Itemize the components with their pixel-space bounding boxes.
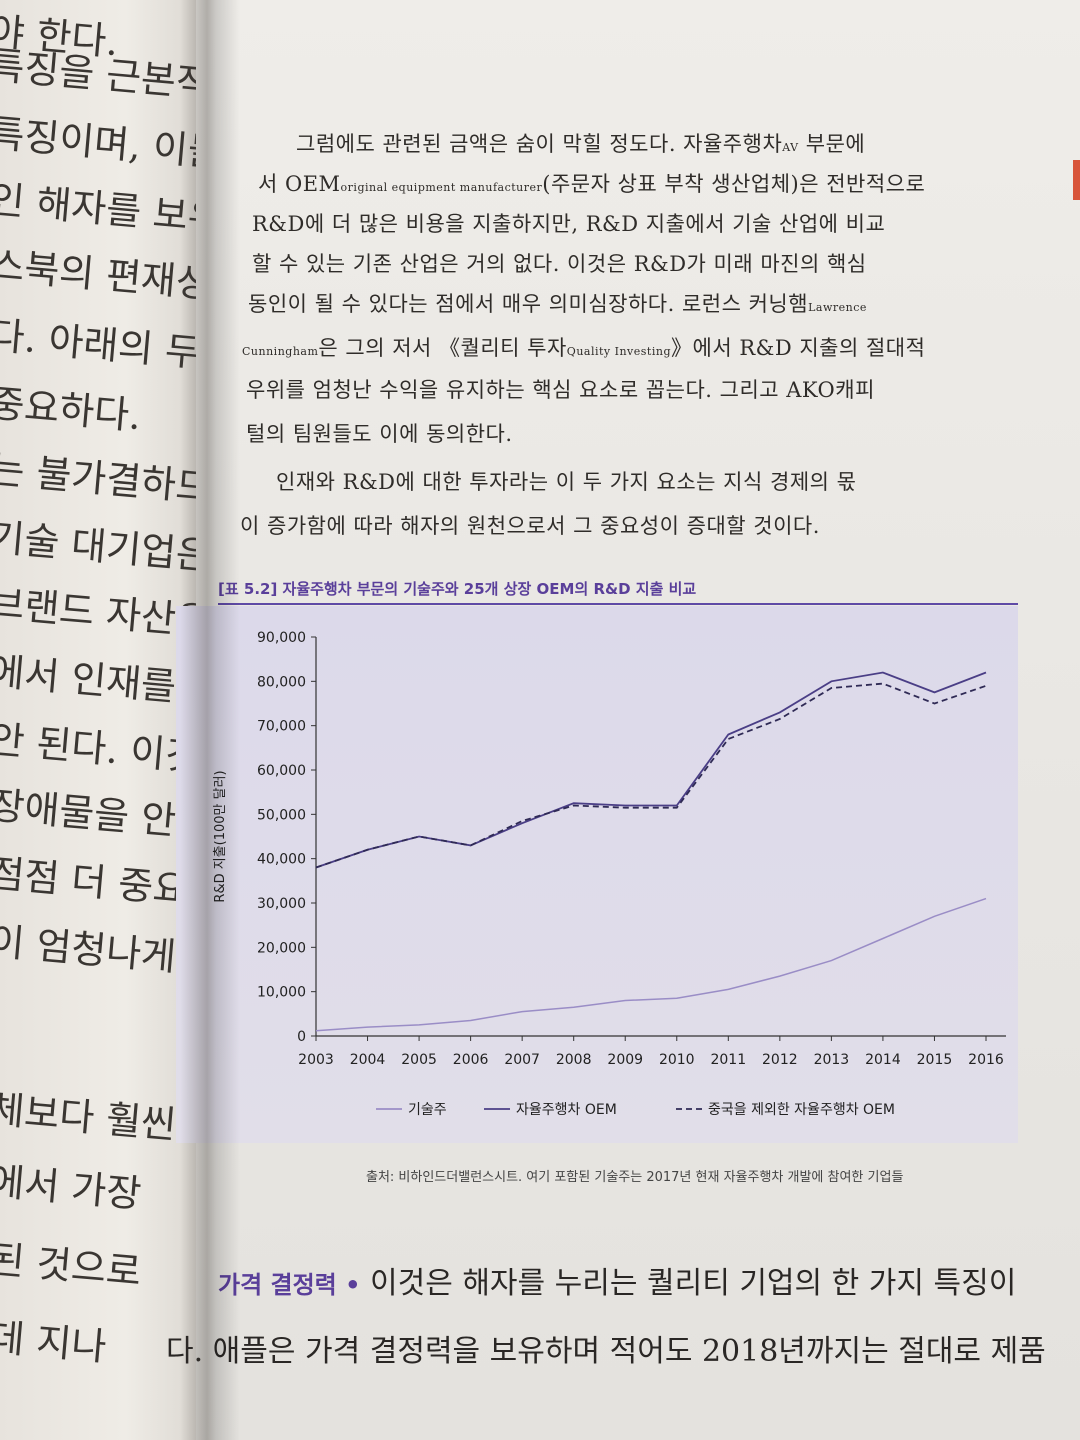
y-tick-label: 30,000: [257, 896, 306, 912]
y-tick-label: 50,000: [257, 807, 306, 823]
figure-caption: 출처: 비하인드더밸런스시트. 여기 포함된 기술주는 2017년 현재 자율주…: [366, 1170, 904, 1185]
paragraph-line: 이 증가함에 따라 해자의 원천으로서 그 중요성이 증대할 것이다.: [240, 514, 820, 538]
book-gutter: [180, 0, 240, 1440]
figure-title: [표 5.2] 자율주행차 부문의 기술주와 25개 상장 OEM의 R&D 지…: [218, 580, 697, 598]
y-tick-label: 70,000: [257, 719, 306, 735]
y-tick-label: 10,000: [257, 985, 306, 1001]
left-text-line: 중요하다.: [0, 381, 143, 439]
y-tick-label: 60,000: [257, 763, 306, 779]
left-text-line: 다. 아래의 두 가지: [0, 313, 210, 382]
legend-label-0: 기술주: [408, 1102, 447, 1118]
x-tick-label: 2003: [298, 1052, 334, 1068]
paragraph-line: 우위를 엄청난 수익을 유지하는 핵심 요소로 꼽는다. 그리고 AKO캐피: [246, 378, 875, 402]
paragraph-line: 할 수 있는 기존 산업은 거의 없다. 이것은 R&D가 미래 마진의 핵심: [252, 252, 867, 276]
paragraph-line: 인재와 R&D에 대한 투자라는 이 두 가지 요소는 지식 경제의 몫: [276, 470, 857, 494]
page-edge-mark: [1073, 160, 1080, 200]
left-text-line: 는 불가결하므로: [0, 447, 210, 514]
paragraph-line: 서 OEMoriginal equipment manufacturer(주문자…: [258, 172, 926, 196]
figure-top-rule: [218, 603, 1018, 605]
x-tick-label: 2011: [710, 1052, 746, 1068]
left-text-line: 이 엄청나게: [0, 919, 178, 980]
left-text-line: 기술 대기업은: [0, 515, 210, 579]
paragraph-line: 동인이 될 수 있다는 점에서 매우 의미심장하다. 로런스 커닝햄Lawren…: [248, 292, 867, 316]
left-text-line: 에서 가장: [0, 1159, 143, 1217]
section-text: 이것은 해자를 누리는 퀄리티 기업의 한 가지 특징이: [360, 1266, 1017, 1301]
paragraph-line: Cunningham은 그의 저서 《퀄리티 투자Quality Investi…: [242, 336, 926, 360]
section-line: 가격 결정력 • 이것은 해자를 누리는 퀄리티 기업의 한 가지 특징이: [218, 1258, 1016, 1302]
left-text-line: 체보다 훨씬: [0, 1087, 178, 1148]
left-text-line: 된 것으로: [0, 1237, 143, 1295]
x-tick-label: 2009: [607, 1052, 643, 1068]
x-tick-label: 2014: [865, 1052, 901, 1068]
x-tick-label: 2004: [350, 1052, 386, 1068]
left-text-line: 특징을 근본적으로: [0, 43, 210, 113]
left-text-line: 데 지나: [0, 1315, 109, 1370]
x-tick-label: 2015: [917, 1052, 953, 1068]
rd-spending-chart: 0 10,000 20,000 30,000 40,000 50,000 60,000 70,…: [213, 630, 1006, 1118]
left-page: 야 한다. 특징을 근본적으로 특징이며, 이들 중 인 해자를 보유한 스북의…: [0, 0, 210, 1440]
y-tick-label: 20,000: [257, 940, 306, 956]
y-axis-label: R&D 지출(100만 달러): [213, 770, 228, 902]
y-tick-label: 40,000: [257, 852, 306, 868]
x-tick-label: 2005: [401, 1052, 437, 1068]
section-heading: 가격 결정력 •: [218, 1271, 361, 1299]
x-tick-label: 2013: [814, 1052, 850, 1068]
series-line-1: [315, 671, 987, 869]
left-text-line: 스북의 편재성과: [0, 243, 210, 310]
y-tick-label: 90,000: [257, 630, 306, 646]
x-tick-label: 2006: [453, 1052, 489, 1068]
y-tick-label: 80,000: [257, 674, 306, 690]
left-text-line: 특징이며, 이들 중: [0, 111, 210, 179]
x-tick-label: 2012: [762, 1052, 798, 1068]
x-tick-label: 2007: [504, 1052, 540, 1068]
y-tick-label: 0: [297, 1029, 306, 1045]
legend-label-2: 중국을 제외한 자율주행차 OEM: [708, 1102, 895, 1118]
legend-label-1: 자율주행차 OEM: [516, 1102, 617, 1118]
paragraph-line: 그럼에도 관련된 금액은 숨이 막힐 정도다. 자율주행차AV 부문에: [296, 132, 866, 156]
paragraph-line: 털의 팀원들도 이에 동의한다.: [246, 422, 513, 446]
x-tick-label: 2016: [968, 1052, 1004, 1068]
x-tick-label: 2010: [659, 1052, 695, 1068]
section-line: 다. 애플은 가격 결정력을 보유하며 적어도 2018년까지는 절대로 제품: [166, 1334, 1046, 1369]
paragraph-line: R&D에 더 많은 비용을 지출하지만, R&D 지출에서 기술 산업에 비교: [252, 212, 886, 236]
series-line-0: [315, 897, 987, 1032]
series-line-2: [315, 682, 987, 869]
x-tick-label: 2008: [556, 1052, 592, 1068]
left-text-line: 인 해자를 보유한: [0, 177, 210, 244]
